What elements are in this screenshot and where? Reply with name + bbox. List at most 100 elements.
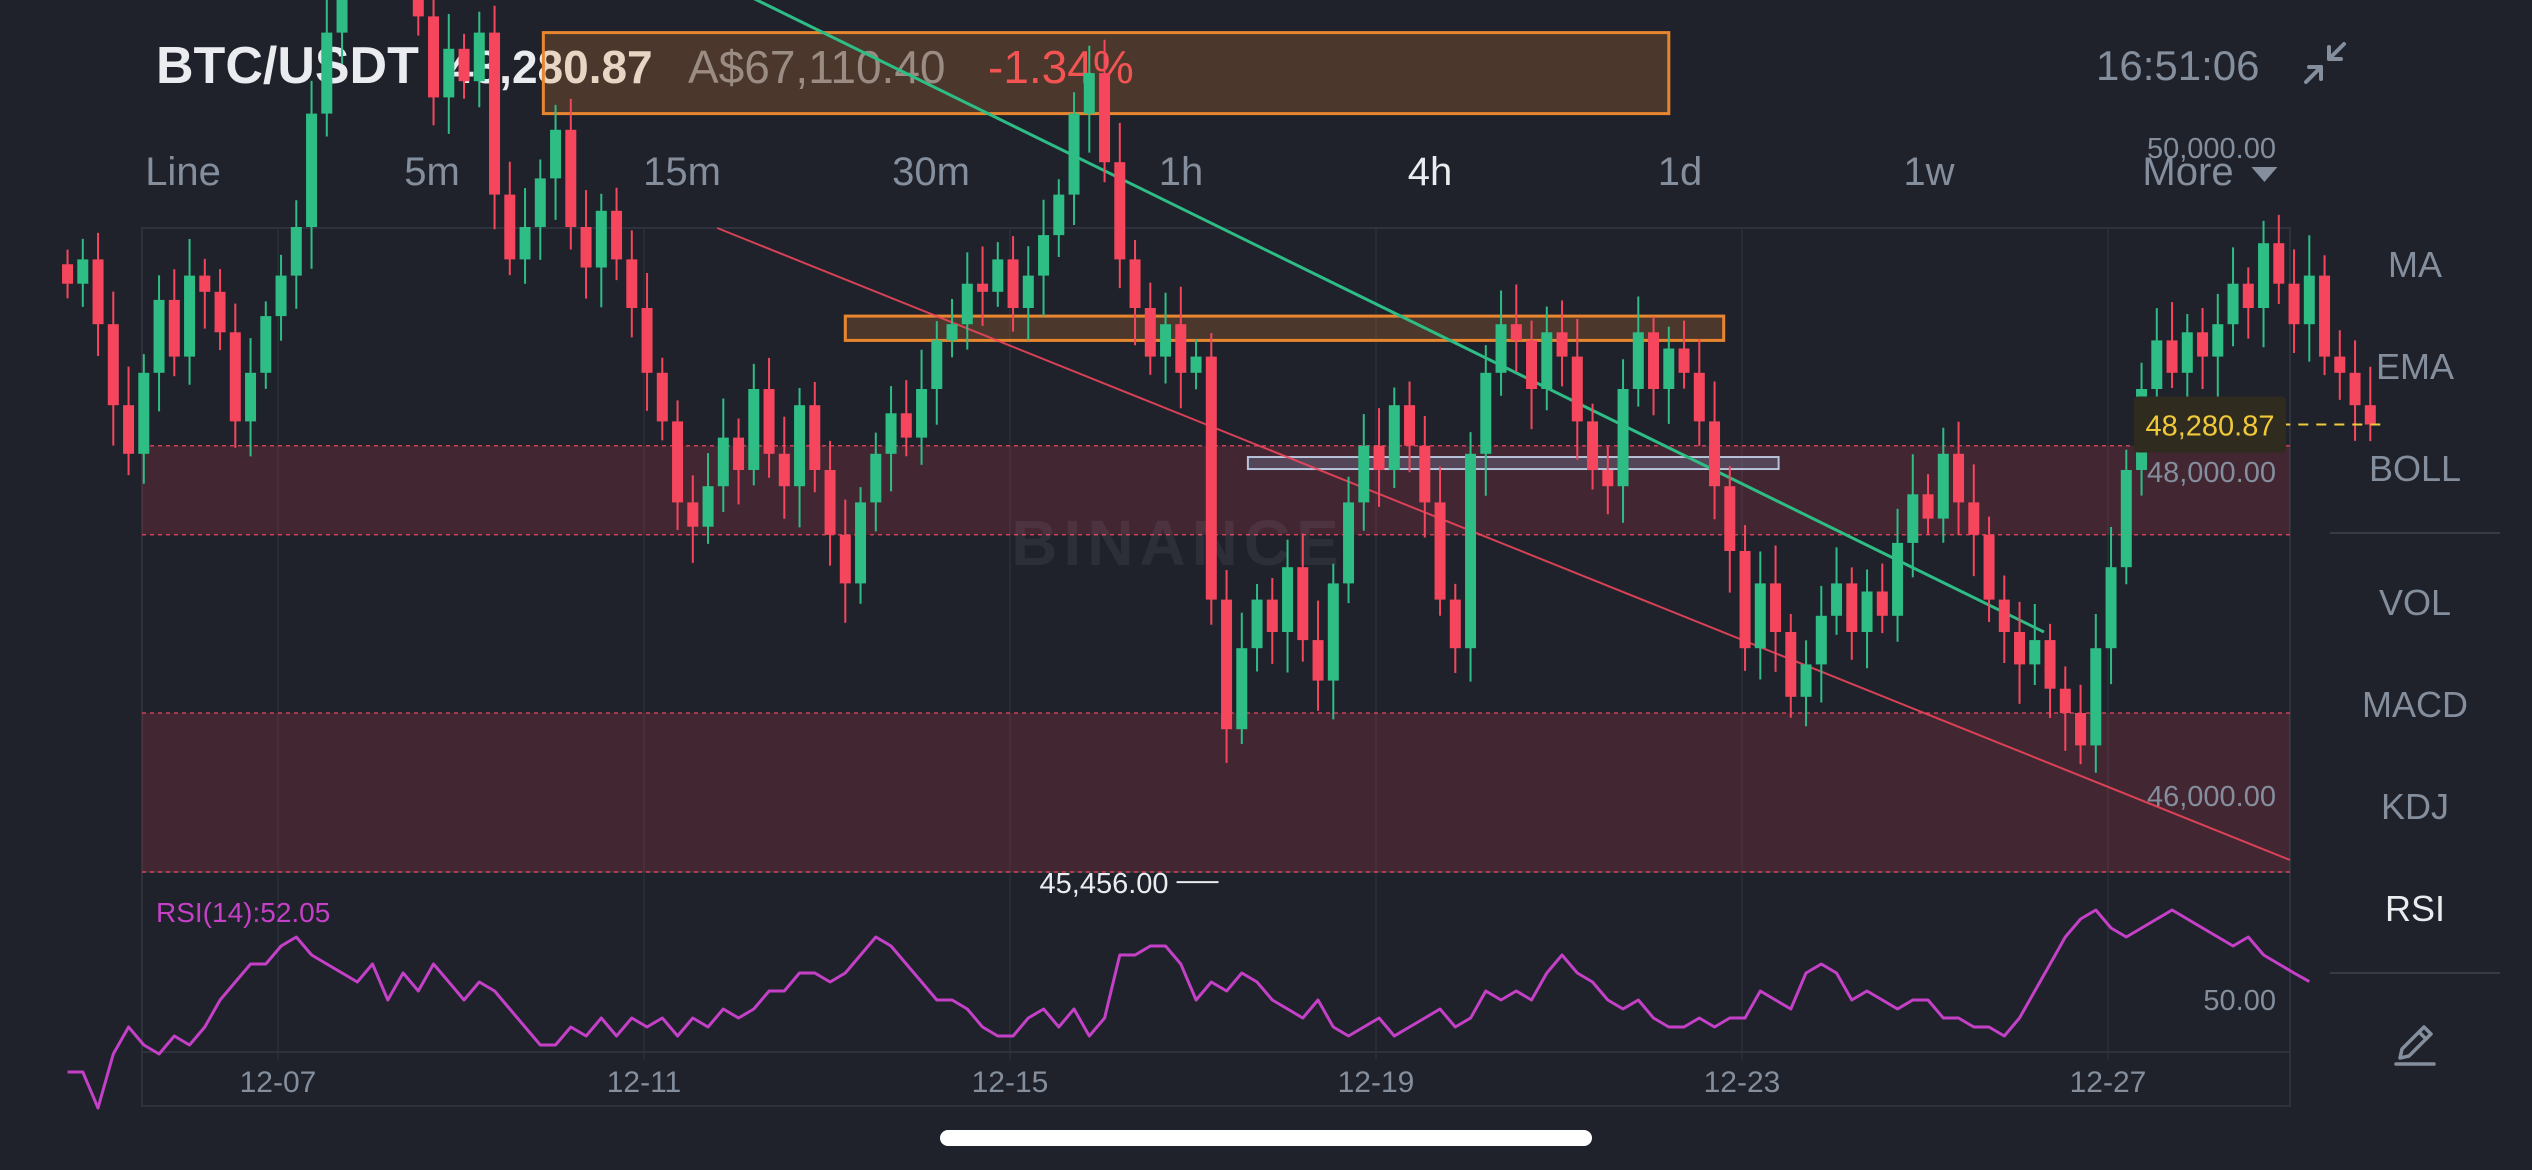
- candle: [1648, 316, 1660, 416]
- candle: [550, 104, 562, 220]
- tab-30m[interactable]: 30m: [892, 150, 970, 194]
- collapse-arrows-icon[interactable]: [2300, 38, 2350, 88]
- candle: [214, 269, 226, 351]
- candle: [1510, 284, 1522, 372]
- candle: [534, 159, 546, 260]
- chart-grid: [142, 228, 2290, 1060]
- candle-body: [443, 48, 455, 98]
- candle: [1846, 567, 1858, 660]
- candle: [794, 388, 806, 528]
- candle-body: [1495, 324, 1507, 373]
- candle-body: [1144, 308, 1156, 357]
- home-indicator[interactable]: [940, 1130, 1592, 1146]
- candle-body: [1510, 324, 1522, 341]
- candle-body: [1739, 551, 1751, 649]
- candle-body: [1251, 599, 1263, 649]
- candle-body: [1282, 567, 1294, 632]
- indicator-ema[interactable]: EMA: [2375, 346, 2454, 387]
- candle: [1465, 432, 1477, 682]
- candle-body: [2090, 648, 2102, 746]
- candle: [92, 232, 104, 356]
- candle: [1968, 464, 1980, 577]
- candle-body: [2075, 713, 2087, 746]
- candle-body: [412, 0, 424, 17]
- candle: [1693, 338, 1705, 446]
- candle-body: [1221, 599, 1233, 730]
- candle-body: [1343, 502, 1355, 584]
- candle-body: [1709, 421, 1721, 487]
- tab-1w[interactable]: 1w: [1903, 150, 1955, 194]
- candle-body: [1175, 324, 1187, 373]
- candle: [2090, 614, 2102, 773]
- candle: [1785, 614, 1797, 718]
- candle: [519, 188, 531, 284]
- candle: [1358, 414, 1370, 531]
- indicator-macd[interactable]: MACD: [2362, 684, 2468, 725]
- candle-body: [885, 413, 897, 454]
- candle-body: [977, 283, 989, 292]
- tab-line[interactable]: Line: [145, 150, 221, 194]
- low-label: 45,456.00: [1040, 868, 1169, 900]
- candle: [504, 161, 516, 276]
- tab-1d[interactable]: 1d: [1657, 150, 1703, 194]
- indicator-boll[interactable]: BOLL: [2368, 448, 2462, 489]
- candle: [1419, 416, 1431, 538]
- candle-body: [1632, 332, 1644, 389]
- pencil-icon[interactable]: [2390, 1018, 2440, 1068]
- candle-body: [1007, 259, 1019, 308]
- candle: [824, 440, 836, 566]
- indicator-ma[interactable]: MA: [2388, 244, 2442, 285]
- candle: [1266, 578, 1278, 664]
- candle-body: [1404, 405, 1416, 446]
- candle: [916, 349, 928, 465]
- y-tick-label: 50,000.00: [2147, 133, 2276, 165]
- tab-5m[interactable]: 5m: [404, 150, 460, 194]
- candle: [1724, 466, 1736, 593]
- candle: [1602, 446, 1614, 515]
- tab-4h[interactable]: 4h: [1407, 150, 1453, 194]
- candle: [138, 354, 150, 484]
- candle-body: [916, 389, 928, 438]
- indicator-kdj[interactable]: KDJ: [2380, 786, 2449, 827]
- candle-body: [687, 502, 699, 527]
- candle-body: [1937, 453, 1949, 519]
- candle-body: [107, 324, 119, 406]
- watermark-text: BINANCE: [1011, 507, 1345, 579]
- candle-body: [1480, 372, 1492, 454]
- support-zone: [142, 713, 2290, 872]
- tab-1h[interactable]: 1h: [1158, 150, 1204, 194]
- candle: [1815, 585, 1827, 703]
- candle-body: [656, 372, 668, 422]
- candle: [1541, 306, 1553, 411]
- pair-symbol[interactable]: BTC/USDT: [156, 37, 419, 95]
- candle-body: [1648, 332, 1660, 389]
- indicator-rsi[interactable]: RSI: [2384, 888, 2445, 929]
- y-tick-label: 48,000.00: [2147, 457, 2276, 489]
- candle: [763, 357, 775, 478]
- indicator-vol[interactable]: VOL: [2378, 582, 2452, 623]
- candle-body: [2044, 640, 2056, 689]
- candle: [1998, 575, 2010, 663]
- interval-tabs: Line 5m 15m 30m 1h 4h 1d 1w More: [100, 150, 2300, 214]
- x-tick-label: 12-19: [1338, 1066, 1415, 1099]
- tab-more[interactable]: More: [2142, 150, 2278, 195]
- candle: [656, 357, 668, 441]
- candle-body: [2212, 324, 2224, 357]
- rsi-y-tick: 50.00: [2203, 985, 2276, 1017]
- candle: [1495, 290, 1507, 396]
- candle-body: [2303, 275, 2315, 325]
- candle: [1236, 612, 1248, 744]
- candle-body: [855, 502, 867, 584]
- x-tick-label: 12-11: [607, 1066, 682, 1099]
- candle-body: [1022, 275, 1034, 308]
- candle-body: [748, 389, 760, 470]
- candle: [672, 400, 684, 530]
- candle-body: [1266, 599, 1278, 632]
- candle-body: [458, 48, 470, 82]
- candle-body: [1861, 591, 1873, 632]
- candle: [1404, 381, 1416, 473]
- candle: [1632, 296, 1644, 407]
- tab-15m[interactable]: 15m: [643, 150, 721, 194]
- candle: [306, 80, 318, 269]
